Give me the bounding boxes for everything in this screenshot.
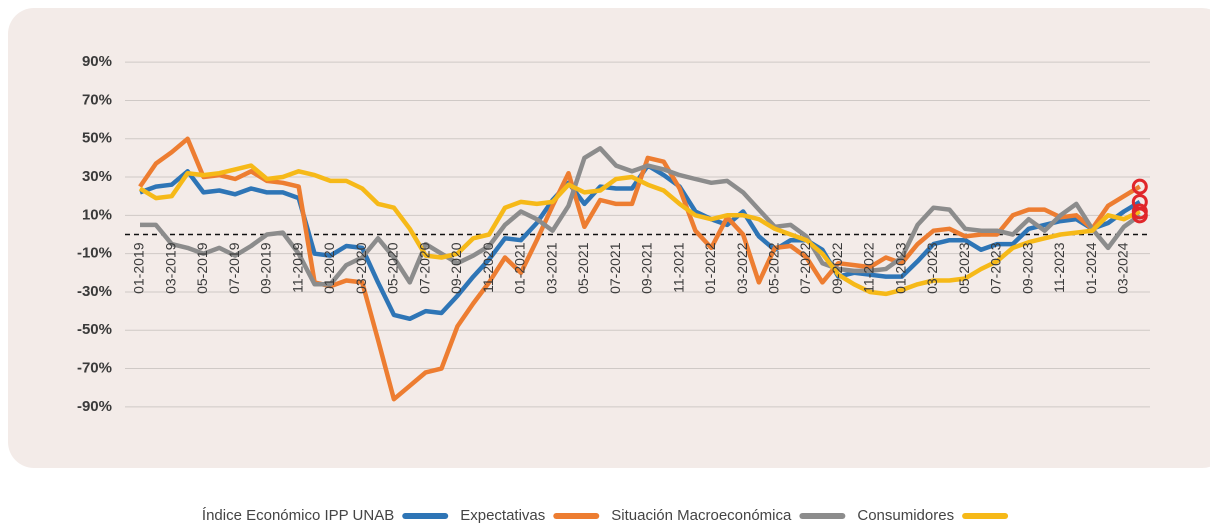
- y-tick-label: 70%: [82, 91, 112, 108]
- x-tick-label: 03-2022: [734, 242, 750, 294]
- x-tick-label: 07-2023: [988, 242, 1004, 294]
- x-tick-label: 07-2021: [607, 242, 623, 294]
- y-tick-label: -50%: [77, 321, 112, 338]
- x-tick-label: 09-2020: [448, 242, 464, 294]
- x-tick-label: 11-2020: [480, 242, 496, 293]
- x-tick-label: 01-2023: [892, 242, 908, 294]
- x-tick-label: 11-2021: [670, 242, 686, 293]
- series-line: [140, 146, 1142, 287]
- legend-swatch: [402, 513, 449, 519]
- y-tick-label: 50%: [82, 130, 112, 147]
- chart-background: [8, 8, 1210, 468]
- x-tick-label: 03-2019: [162, 242, 178, 294]
- x-tick-label: 07-2019: [226, 242, 242, 294]
- x-tick-label: 03-2024: [1115, 242, 1131, 294]
- x-tick-label: 05-2021: [575, 242, 591, 294]
- legend-label: Consumidores: [857, 507, 954, 524]
- x-tick-label: 05-2020: [385, 242, 401, 294]
- x-tick-label: 09-2019: [258, 242, 274, 294]
- legend-swatch: [799, 513, 846, 519]
- y-tick-label: -10%: [77, 245, 112, 262]
- x-tick-label: 11-2022: [861, 242, 877, 293]
- y-tick-label: 90%: [82, 53, 112, 70]
- x-tick-label: 11-2023: [1051, 242, 1067, 293]
- legend-label: Situación Macroeconómica: [611, 507, 792, 524]
- legend-swatch: [553, 513, 600, 519]
- y-tick-label: -70%: [77, 360, 112, 377]
- axis-labels: -90% -70% -50% -30% -10% 10% 30% 50% 70% 90% 01-20…: [77, 53, 1131, 415]
- x-tick-label: 03-2021: [543, 242, 559, 294]
- series-line: [138, 163, 1141, 297]
- x-tick-label: 05-2019: [194, 242, 210, 294]
- plot: [138, 136, 1148, 402]
- x-tick-label: 05-2023: [956, 242, 972, 294]
- legend: Índice Económico IPP UNAB Expectativas Sit…: [202, 507, 1009, 524]
- x-tick-label: 07-2022: [797, 242, 813, 294]
- last-point-marker: [1131, 203, 1148, 220]
- x-tick-label: 03-2023: [924, 242, 940, 294]
- x-tick-label: 11-2019: [289, 242, 305, 293]
- x-tick-label: 01-2021: [512, 242, 528, 294]
- x-tick-label: 01-2024: [1083, 242, 1099, 294]
- y-tick-label: 30%: [82, 168, 112, 185]
- x-tick-label: 05-2022: [766, 242, 782, 294]
- x-tick-label: 01-2020: [321, 242, 337, 294]
- legend-label: Índice Económico IPP UNAB: [202, 507, 394, 524]
- x-tick-label: 01-2022: [702, 242, 718, 294]
- y-tick-label: -90%: [77, 398, 112, 415]
- x-tick-label: 09-2023: [1019, 242, 1035, 294]
- legend-label: Expectativas: [460, 507, 545, 524]
- x-tick-label: 03-2020: [353, 242, 369, 294]
- x-tick-label: 01-2019: [131, 242, 147, 294]
- grid: [125, 61, 1150, 408]
- x-tick-label: 09-2021: [639, 242, 655, 294]
- x-tick-label: 07-2020: [416, 242, 432, 294]
- legend-swatch: [962, 513, 1009, 519]
- last-point-marker: [1131, 178, 1148, 195]
- y-tick-label: -30%: [77, 283, 112, 300]
- y-tick-label: 10%: [82, 206, 112, 223]
- x-tick-label: 09-2022: [829, 242, 845, 294]
